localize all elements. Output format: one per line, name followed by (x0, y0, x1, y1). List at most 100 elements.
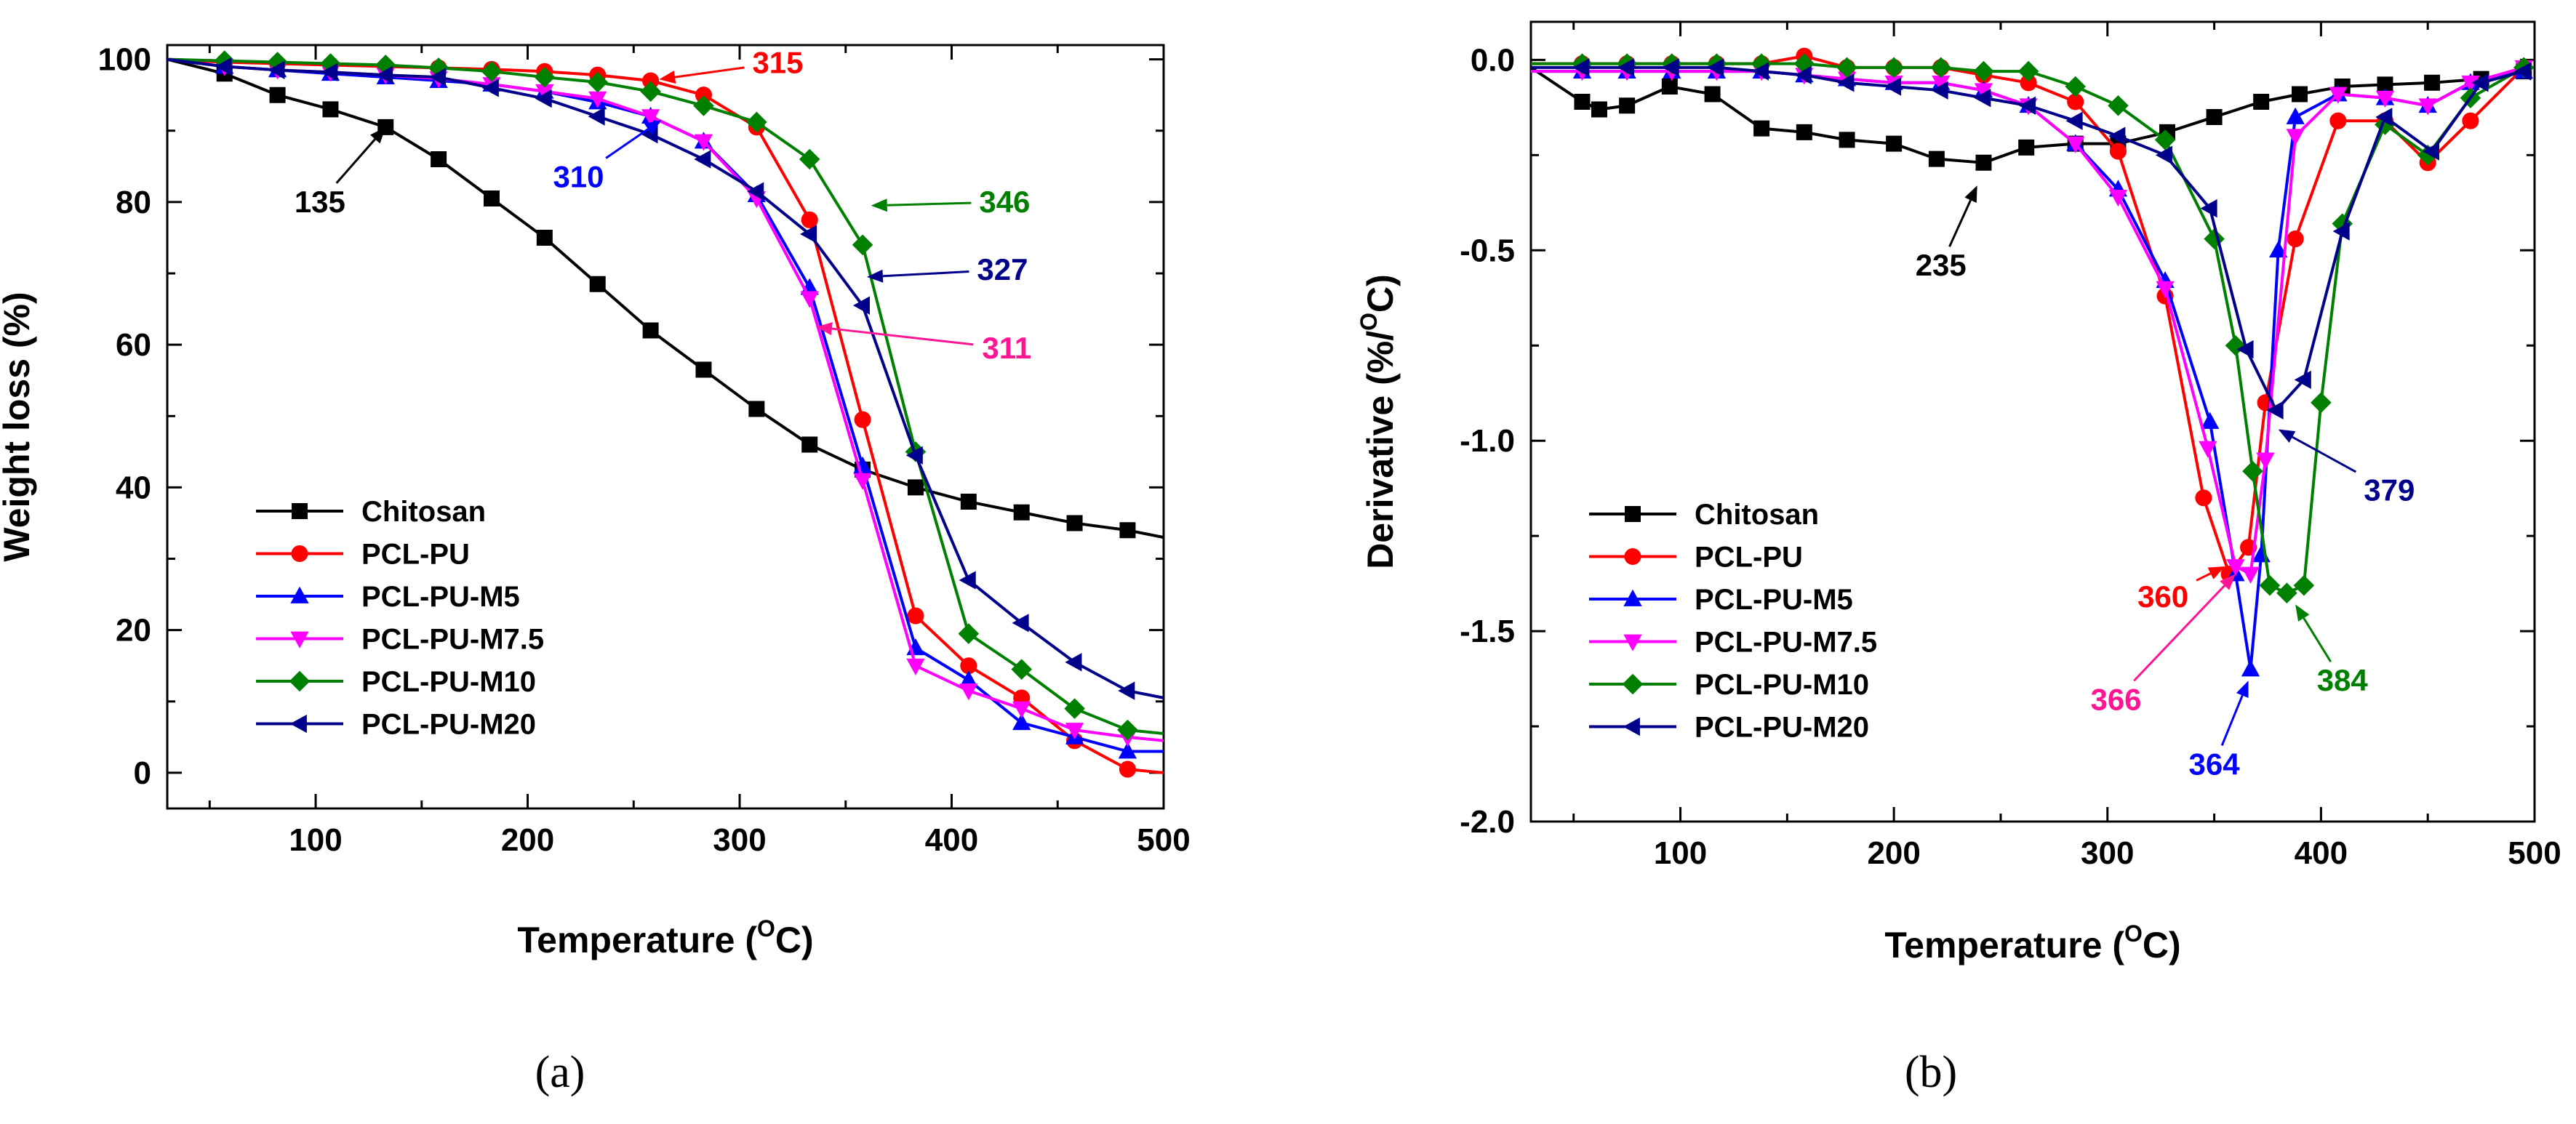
series-pcl-pu-m20 (167, 57, 1164, 700)
series-chitosan (1529, 63, 2532, 171)
annotation-arrowhead (369, 127, 386, 144)
y-axis-label: Weight loss (%) (0, 292, 37, 561)
data-point (2253, 94, 2270, 110)
data-point (2514, 62, 2532, 81)
annotation-arrowhead (2220, 574, 2236, 590)
series-line (167, 57, 1164, 753)
x-tick-label: 500 (1137, 822, 1190, 858)
y-tick-label: 100 (98, 42, 151, 78)
legend-item-pcl-pu-m20: PCL-PU-M20 (1589, 712, 1869, 744)
annotation-310: 310 (553, 120, 662, 194)
data-point (2109, 142, 2127, 160)
data-point (1661, 79, 1678, 95)
annotation-arrow-shaft (2303, 617, 2332, 662)
annotation-384: 384 (2295, 604, 2368, 697)
data-point (2375, 114, 2396, 135)
annotation-label: 235 (1916, 248, 1967, 282)
data-point (1617, 58, 1635, 77)
data-point (1013, 504, 1030, 521)
data-point (1974, 83, 1993, 100)
y-tick-label: 60 (116, 327, 151, 363)
data-point (1117, 719, 1138, 741)
series-chitosan (167, 57, 1164, 539)
series-line (167, 57, 1164, 735)
legend-marker (289, 670, 311, 692)
data-point (2206, 108, 2223, 125)
data-point (853, 473, 872, 490)
legend-label: Chitosan (361, 496, 486, 528)
data-point (1574, 94, 1591, 110)
annotation-311: 311 (815, 322, 1031, 365)
legend-item-pcl-pu-m5: PCL-PU-M5 (1589, 584, 1853, 616)
x-axis: 100 200 300 400 500 (208, 45, 1191, 858)
legend-label: Chitosan (1695, 499, 1819, 531)
data-point (1119, 522, 1136, 539)
y-tick-label: 80 (116, 185, 151, 220)
data-point (906, 658, 925, 675)
data-point (1619, 97, 1636, 114)
legend-label: PCL-PU-M10 (361, 666, 536, 698)
annotation-arrow-shaft (2220, 694, 2244, 746)
data-point (322, 101, 339, 118)
annotation-364: 364 (2189, 681, 2249, 781)
x-tick-label: 500 (2508, 835, 2561, 871)
data-point (2108, 127, 2126, 145)
data-point (854, 411, 871, 428)
data-point (800, 291, 819, 308)
data-point (694, 150, 711, 169)
panel-label-b: (b) (1905, 1048, 1957, 1097)
data-point (1066, 515, 1083, 531)
annotation-label: 364 (2189, 747, 2241, 781)
data-point (2287, 230, 2304, 248)
data-point (2418, 98, 2437, 116)
legend-marker (1623, 634, 1642, 651)
annotation-arrow-shaft (674, 66, 745, 79)
data-point (376, 65, 393, 84)
annotation-arrowhead (866, 269, 884, 283)
annotation-135: 135 (295, 127, 386, 219)
data-point (800, 225, 817, 244)
data-point (1012, 614, 1029, 633)
data-point (801, 436, 818, 453)
data-point (1012, 713, 1031, 731)
legend: Chitosan PCL-PU PCL-PU-M5 PCL-PU-M7.5 PCL-PU… (1589, 499, 1877, 744)
data-point (1839, 132, 1855, 148)
data-point (1930, 57, 1952, 79)
data-point (694, 134, 713, 151)
series-layer (1529, 47, 2535, 677)
data-point (2294, 370, 2311, 390)
annotation-379: 379 (2278, 429, 2415, 507)
annotation-360: 360 (2137, 566, 2225, 614)
data-point (1836, 57, 1857, 79)
legend-item-pcl-pu-m7-5: PCL-PU-M7.5 (256, 624, 544, 656)
annotation-arrowhead (815, 322, 833, 336)
data-point (2018, 139, 2035, 156)
data-point (799, 148, 820, 170)
data-point (2461, 75, 2480, 93)
annotation-235: 235 (1916, 185, 1977, 282)
annotation-arrowhead (1964, 185, 1977, 203)
legend-item-pcl-pu: PCL-PU (1589, 542, 1803, 574)
data-point (2154, 129, 2176, 150)
annotation-arrowhead (2207, 566, 2225, 579)
y-axis-label: Derivative (%/OC) (1356, 274, 1401, 569)
data-point (2065, 111, 2083, 130)
legend-marker (1624, 547, 1641, 566)
data-point (1932, 75, 1951, 93)
data-point (2377, 76, 2393, 93)
legend-item-pcl-pu: PCL-PU (256, 539, 470, 571)
data-point (852, 234, 873, 256)
data-point (2201, 412, 2220, 429)
data-point (2200, 199, 2217, 218)
data-point (1012, 701, 1031, 718)
data-point (589, 276, 606, 292)
data-point (1974, 89, 1991, 108)
data-point (2065, 76, 2087, 97)
legend-marker (1623, 589, 1642, 606)
data-point (2018, 96, 2036, 115)
data-point (907, 479, 924, 496)
data-point (2067, 93, 2084, 111)
data-point (1011, 659, 1033, 680)
data-point (958, 623, 980, 644)
data-point (693, 95, 714, 116)
